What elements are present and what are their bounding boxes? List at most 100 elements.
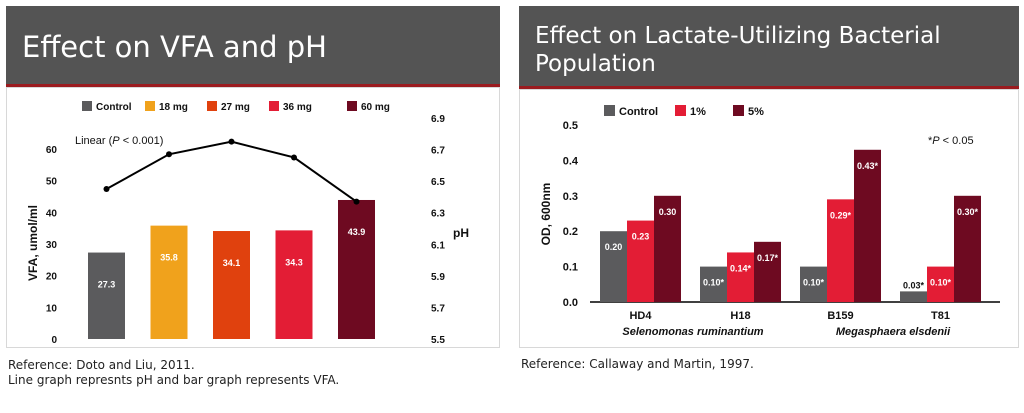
bar-value-label: 0.23 (632, 232, 650, 242)
ph-line (106, 140, 358, 203)
y-tick-label: 0.5 (563, 120, 578, 132)
legend-swatch (733, 105, 744, 116)
legend-swatch (145, 101, 155, 111)
legend-swatch (269, 101, 279, 111)
y2-tick-label: 6.7 (431, 146, 445, 157)
ph-point (166, 151, 172, 158)
y-tick-label: 0.3 (563, 191, 578, 203)
bar (727, 252, 754, 302)
y2-tick-label: 5.5 (431, 335, 445, 346)
y-axis-title: VFA, umol/ml (26, 205, 40, 281)
y-tick-label: 0.4 (563, 155, 579, 167)
y2-axis-title: pH (453, 226, 469, 240)
lactate-bacteria-panel: Effect on Lactate-Utilizing Bacterial Po… (519, 6, 1019, 348)
x-tick-label: B159 (827, 310, 853, 322)
bar (600, 231, 627, 302)
bar-value-label: 35.8 (160, 253, 178, 263)
significance-annotation: *P < 0.05 (928, 135, 974, 147)
bar (900, 291, 927, 302)
y-tick-label: 60 (46, 145, 58, 156)
legend-label: 18 mg (159, 102, 188, 113)
legend-label: 1% (690, 106, 706, 118)
bar (627, 220, 654, 302)
y-tick-label: 10 (46, 303, 58, 314)
legend-label: Control (96, 102, 132, 113)
ph-point (291, 154, 297, 161)
bar (275, 230, 313, 339)
y2-tick-label: 6.9 (431, 114, 445, 125)
bar (927, 266, 954, 302)
vfa-ph-chart: Control 18 mg 27 mg 36 mg 60 mg Linear (P < 0… (26, 101, 469, 346)
vfa-ph-chart-area: Control 18 mg 27 mg 36 mg 60 mg Linear (P < 0… (6, 87, 500, 348)
y-tick-label: 30 (46, 240, 58, 251)
legend-swatch (675, 105, 686, 116)
y2-tick-label: 5.7 (431, 303, 445, 314)
bar-value-label: 0.43* (857, 161, 879, 171)
bar-value-label: 0.20 (605, 242, 623, 252)
bar (854, 149, 881, 302)
lactate-bacteria-title: Effect on Lactate-Utilizing Bacterial Po… (519, 6, 1019, 86)
note-text: Line graph represnts pH and bar graph re… (8, 373, 340, 387)
lactate-reference: Reference: Callaway and Martin, 1997. (521, 357, 754, 371)
legend-label: 5% (748, 106, 764, 118)
vfa-ph-title: Effect on VFA and pH (6, 6, 500, 84)
bar-value-label: 43.9 (348, 227, 366, 237)
bar (654, 195, 681, 302)
vfa-reference: Reference: Doto and Liu, 2011. Line grap… (8, 358, 339, 388)
bar-value-label: 0.03* (903, 280, 925, 290)
group-label: Selenomonas ruminantium (622, 326, 763, 338)
bar-value-label: 0.14* (730, 263, 752, 273)
reference-text: Reference: Doto and Liu, 2011. (8, 358, 195, 372)
group-label: Megasphaera elsdenii (836, 326, 951, 338)
y-tick-label: 0 (51, 335, 57, 346)
title-line-2: Population (535, 51, 656, 77)
bar-value-label: 0.10* (803, 278, 825, 288)
y2-tick-label: 6.5 (431, 177, 445, 188)
legend-swatch (604, 105, 615, 116)
y-tick-label: 50 (46, 177, 58, 188)
bar-value-label: 0.30* (957, 207, 979, 217)
bar (338, 199, 375, 339)
y-tick-label: 40 (46, 208, 58, 219)
y2-tick-label: 6.1 (431, 240, 445, 251)
bar (754, 241, 781, 302)
bar-value-label: 34.3 (285, 257, 303, 267)
x-tick-label: H18 (730, 310, 750, 322)
y-axis-title: OD, 600nm (539, 183, 553, 246)
y2-tick-label: 5.9 (431, 272, 445, 283)
bar-value-label: 0.10* (703, 278, 725, 288)
bar (954, 195, 981, 302)
ph-point (228, 138, 235, 145)
title-line-1: Effect on Lactate-Utilizing Bacterial (535, 23, 941, 49)
lactate-bacteria-chart-area: Control 1% 5% *P < 0.05 0.0 0.1 0.2 0.3 0.4 0.5 OD… (519, 89, 1019, 348)
legend-swatch (207, 101, 217, 111)
legend-label: 27 mg (221, 102, 250, 113)
bar-value-label: 0.29* (830, 210, 852, 220)
title-accent-line (519, 86, 1019, 89)
legend-swatch (82, 101, 92, 111)
y-tick-label: 0.2 (563, 226, 578, 238)
vfa-ph-panel: Effect on VFA and pH Control 18 mg 27 mg 36… (6, 6, 500, 348)
y-tick-label: 20 (46, 272, 58, 283)
x-tick-label: T81 (931, 310, 950, 322)
bar-value-label: 34.1 (223, 258, 241, 268)
legend-label: Control (619, 106, 658, 118)
bar-value-label: 0.17* (757, 253, 779, 263)
bar-value-label: 0.10* (930, 278, 952, 288)
bar-value-label: 27.3 (98, 280, 116, 290)
bar-value-label: 0.30 (659, 207, 677, 217)
legend-swatch (347, 101, 357, 111)
y-tick-label: 0.0 (563, 297, 578, 309)
bar (700, 266, 727, 302)
ph-point (103, 186, 110, 193)
bar (213, 231, 250, 339)
bar (150, 225, 188, 339)
legend-label: 36 mg (283, 102, 312, 113)
bar (88, 252, 125, 339)
bar (800, 266, 827, 302)
ph-point (353, 198, 360, 205)
x-tick-label: HD4 (629, 310, 652, 322)
lactate-bacteria-chart: Control 1% 5% *P < 0.05 0.0 0.1 0.2 0.3 0.4 0.5 OD… (539, 105, 1000, 338)
linear-annotation: Linear (P < 0.001) (75, 135, 163, 147)
y-tick-label: 0.1 (563, 262, 578, 274)
